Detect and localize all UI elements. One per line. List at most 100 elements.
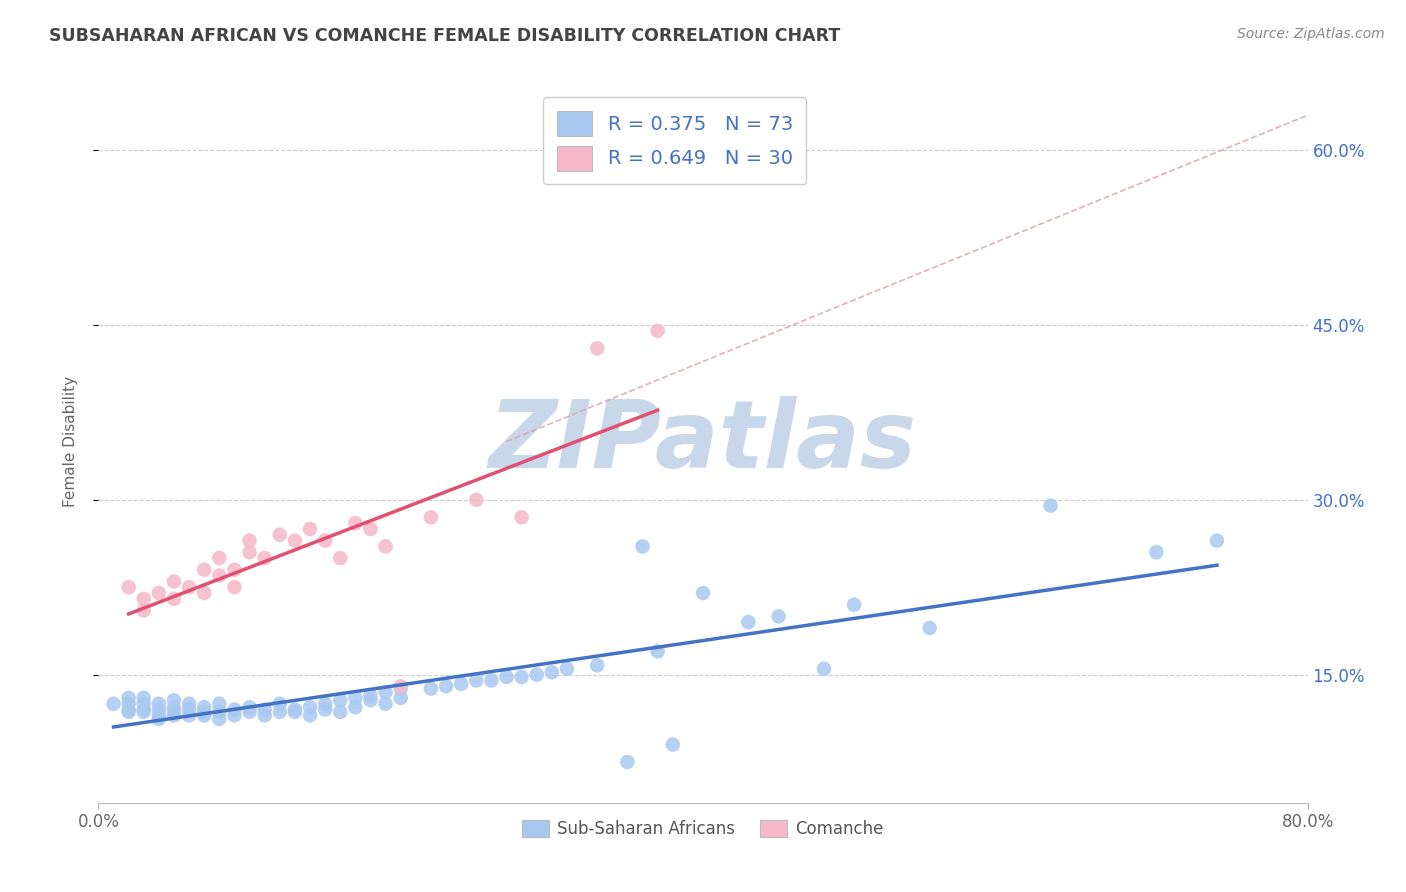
- Point: [844, 598, 866, 612]
- Point: [224, 702, 246, 716]
- Point: [193, 700, 215, 714]
- Point: [179, 702, 201, 716]
- Point: [163, 708, 186, 723]
- Point: [647, 644, 669, 658]
- Point: [299, 700, 322, 714]
- Point: [103, 697, 125, 711]
- Point: [1206, 533, 1229, 548]
- Point: [148, 702, 170, 716]
- Point: [374, 697, 396, 711]
- Point: [163, 693, 186, 707]
- Point: [481, 673, 503, 688]
- Point: [163, 705, 186, 719]
- Point: [420, 681, 443, 696]
- Point: [737, 615, 759, 630]
- Point: [389, 679, 412, 693]
- Point: [118, 697, 141, 711]
- Point: [118, 705, 141, 719]
- Point: [420, 510, 443, 524]
- Point: [284, 705, 307, 719]
- Point: [661, 738, 683, 752]
- Point: [193, 563, 215, 577]
- Point: [389, 681, 412, 696]
- Point: [360, 693, 382, 707]
- Point: [510, 510, 533, 524]
- Point: [118, 690, 141, 705]
- Point: [768, 609, 790, 624]
- Point: [465, 673, 488, 688]
- Point: [239, 705, 262, 719]
- Point: [586, 341, 609, 355]
- Point: [179, 708, 201, 723]
- Point: [132, 705, 155, 719]
- Legend: Sub-Saharan Africans, Comanche: Sub-Saharan Africans, Comanche: [516, 814, 890, 845]
- Point: [148, 708, 170, 723]
- Point: [224, 580, 246, 594]
- Point: [253, 708, 276, 723]
- Point: [344, 516, 367, 530]
- Point: [360, 522, 382, 536]
- Point: [329, 705, 352, 719]
- Point: [132, 591, 155, 606]
- Point: [555, 662, 578, 676]
- Point: [163, 591, 186, 606]
- Point: [193, 705, 215, 719]
- Point: [208, 568, 231, 582]
- Point: [344, 690, 367, 705]
- Point: [495, 670, 517, 684]
- Text: ZIPatlas: ZIPatlas: [489, 395, 917, 488]
- Point: [314, 702, 336, 716]
- Point: [284, 533, 307, 548]
- Point: [269, 528, 291, 542]
- Point: [284, 702, 307, 716]
- Point: [208, 705, 231, 719]
- Point: [163, 574, 186, 589]
- Point: [374, 540, 396, 554]
- Point: [132, 603, 155, 617]
- Point: [193, 708, 215, 723]
- Text: Source: ZipAtlas.com: Source: ZipAtlas.com: [1237, 27, 1385, 41]
- Point: [465, 492, 488, 507]
- Point: [299, 522, 322, 536]
- Point: [692, 586, 714, 600]
- Point: [118, 702, 141, 716]
- Point: [389, 690, 412, 705]
- Point: [631, 540, 654, 554]
- Point: [132, 697, 155, 711]
- Point: [118, 580, 141, 594]
- Point: [148, 586, 170, 600]
- Point: [269, 697, 291, 711]
- Point: [1039, 499, 1062, 513]
- Point: [269, 705, 291, 719]
- Point: [526, 667, 548, 681]
- Point: [253, 702, 276, 716]
- Point: [314, 697, 336, 711]
- Point: [239, 533, 262, 548]
- Point: [344, 700, 367, 714]
- Point: [586, 658, 609, 673]
- Text: SUBSAHARAN AFRICAN VS COMANCHE FEMALE DISABILITY CORRELATION CHART: SUBSAHARAN AFRICAN VS COMANCHE FEMALE DI…: [49, 27, 841, 45]
- Point: [374, 685, 396, 699]
- Point: [163, 700, 186, 714]
- Point: [1144, 545, 1167, 559]
- Point: [132, 702, 155, 716]
- Point: [360, 689, 382, 703]
- Point: [616, 755, 638, 769]
- Point: [434, 679, 457, 693]
- Point: [132, 690, 155, 705]
- Point: [329, 693, 352, 707]
- Point: [208, 697, 231, 711]
- Point: [540, 665, 562, 680]
- Point: [813, 662, 835, 676]
- Point: [450, 677, 472, 691]
- Point: [329, 551, 352, 566]
- Point: [239, 700, 262, 714]
- Point: [208, 712, 231, 726]
- Point: [510, 670, 533, 684]
- Point: [148, 712, 170, 726]
- Point: [208, 551, 231, 566]
- Point: [148, 697, 170, 711]
- Point: [253, 551, 276, 566]
- Point: [224, 563, 246, 577]
- Point: [314, 533, 336, 548]
